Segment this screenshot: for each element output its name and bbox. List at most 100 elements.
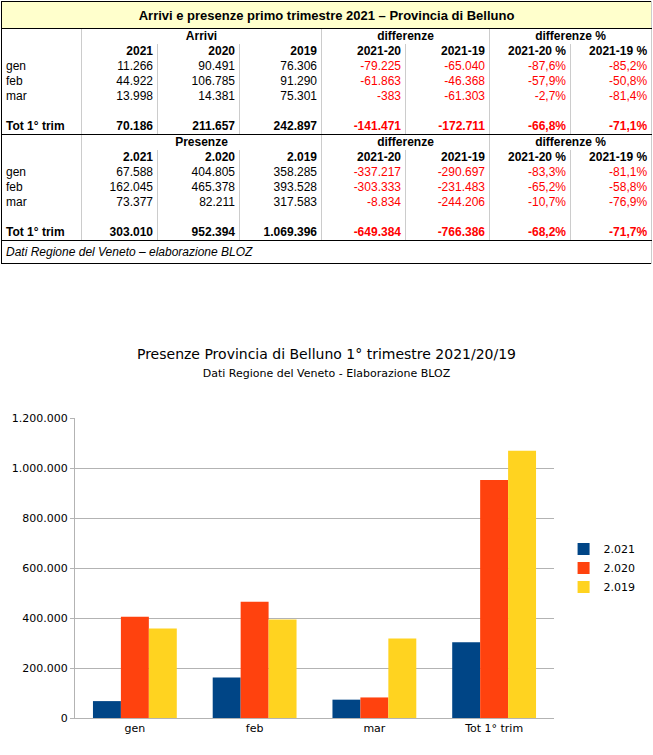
svg-text:800.000: 800.000 xyxy=(22,512,68,525)
html-text:2021-19: 2021-19 xyxy=(441,150,485,164)
html-text:2021-20: 2021-20 xyxy=(357,44,401,58)
html-text:gen: gen xyxy=(6,59,26,73)
html-text:2021-19 %: 2021-19 % xyxy=(589,150,648,164)
html-text:differenze: differenze xyxy=(377,29,434,43)
html-text:2.021: 2.021 xyxy=(123,150,153,164)
html-text:-85,2%: -85,2% xyxy=(609,59,648,73)
html-text:952.394: 952.394 xyxy=(191,225,235,239)
html-text:44.922: 44.922 xyxy=(116,74,153,88)
svg-text:gen: gen xyxy=(125,722,146,735)
svg-text:0: 0 xyxy=(61,712,68,725)
html-text:2021-19 %: 2021-19 % xyxy=(589,44,648,58)
html-text:-65,2%: -65,2% xyxy=(528,180,566,194)
html-text:2021: 2021 xyxy=(126,44,153,58)
html-text:-383: -383 xyxy=(377,89,401,103)
html-text:-10,7%: -10,7% xyxy=(528,195,566,209)
html-text:106.785: 106.785 xyxy=(191,74,235,88)
svg-text:1.000.000: 1.000.000 xyxy=(12,462,68,475)
html-text:-68,2%: -68,2% xyxy=(528,225,566,239)
html-text:-87,6%: -87,6% xyxy=(528,59,566,73)
svg-text:2.019: 2.019 xyxy=(604,581,636,594)
html-text:Dati Regione del Veneto – elab: Dati Regione del Veneto – elaborazione B… xyxy=(6,244,253,259)
html-text:-66,8%: -66,8% xyxy=(528,119,566,133)
html-text:76.306: 76.306 xyxy=(280,59,317,73)
html-text:-50,8%: -50,8% xyxy=(609,74,648,88)
svg-text:600.000: 600.000 xyxy=(22,562,68,575)
html-text:-172.711: -172.711 xyxy=(438,119,485,133)
html-text:162.045: 162.045 xyxy=(109,180,153,194)
html-text:-83,3%: -83,3% xyxy=(528,165,566,179)
html-text:70.186: 70.186 xyxy=(116,119,153,133)
svg-text:1.200.000: 1.200.000 xyxy=(12,412,68,425)
html-text:Tot 1° trim: Tot 1° trim xyxy=(6,225,65,239)
html-text:differenze %: differenze % xyxy=(535,135,606,149)
html-text:-57,9%: -57,9% xyxy=(528,74,566,88)
html-text:differenze: differenze xyxy=(377,135,434,149)
html-text:404.805: 404.805 xyxy=(191,165,235,179)
html-text:-141.471: -141.471 xyxy=(353,119,401,133)
html-text:Arrivi: Arrivi xyxy=(185,29,218,43)
html-text:211.657: 211.657 xyxy=(192,119,235,133)
html-text:-231.483: -231.483 xyxy=(437,180,485,194)
html-text:2.019: 2.019 xyxy=(287,150,317,164)
svg-text:2.020: 2.020 xyxy=(604,562,636,575)
html-text:73.377: 73.377 xyxy=(116,195,153,209)
html-text:75.301: 75.301 xyxy=(280,89,317,103)
svg-text:400.000: 400.000 xyxy=(22,612,68,625)
html-text:67.588: 67.588 xyxy=(116,165,153,179)
html-text:303.010: 303.010 xyxy=(109,225,153,239)
html-text:-290.697: -290.697 xyxy=(437,165,485,179)
html-text:mar: mar xyxy=(6,89,27,103)
html-text:differenze %: differenze % xyxy=(535,29,606,43)
html-text:-81,1%: -81,1% xyxy=(609,165,648,179)
html-text:-303.333: -303.333 xyxy=(353,180,401,194)
svg-text:Presenze Provincia di Belluno: Presenze Provincia di Belluno 1° trimest… xyxy=(137,346,516,380)
html-text:-61.863: -61.863 xyxy=(360,74,401,88)
html-text:feb: feb xyxy=(6,74,23,88)
svg-text:mar: mar xyxy=(363,722,385,735)
html-text:-46.368: -46.368 xyxy=(444,74,485,88)
html-text:358.285: 358.285 xyxy=(273,165,317,179)
html-text:feb: feb xyxy=(6,180,23,194)
html-text:1.069.396: 1.069.396 xyxy=(263,225,317,239)
html-text:2019: 2019 xyxy=(290,44,317,58)
html-text:gen: gen xyxy=(6,165,26,179)
html-text:14.381: 14.381 xyxy=(198,89,235,103)
html-text:2021-20 %: 2021-20 % xyxy=(508,150,566,164)
html-text:2020: 2020 xyxy=(208,44,235,58)
html-text:82.211: 82.211 xyxy=(199,195,235,209)
html-text:393.528: 393.528 xyxy=(273,180,317,194)
html-text:-71,1%: -71,1% xyxy=(609,119,648,133)
html-text:-649.384: -649.384 xyxy=(353,225,401,239)
html-text:Presenze: Presenze xyxy=(175,135,228,149)
svg-text:2.021: 2.021 xyxy=(604,543,636,556)
html-text:242.897: 242.897 xyxy=(273,119,317,133)
html-text:-76,9%: -76,9% xyxy=(609,195,648,209)
html-text:-337.217: -337.217 xyxy=(353,165,401,179)
html-text:2.020: 2.020 xyxy=(205,150,235,164)
html-text:465.378: 465.378 xyxy=(191,180,235,194)
html-text:Arrivi e presenze primo trimes: Arrivi e presenze primo trimestre 2021 –… xyxy=(138,7,515,23)
html-text:90.491: 90.491 xyxy=(198,59,235,73)
svg-text:Tot 1° trim: Tot 1° trim xyxy=(464,722,523,735)
html-text:-244.206: -244.206 xyxy=(437,195,485,209)
html-text:-65.040: -65.040 xyxy=(444,59,485,73)
svg-text:feb: feb xyxy=(246,722,264,735)
html-text:2021-20 %: 2021-20 % xyxy=(508,44,566,58)
html-text:-8.834: -8.834 xyxy=(367,195,401,209)
svg-text:200.000: 200.000 xyxy=(22,662,68,675)
html-text:2021-20: 2021-20 xyxy=(357,150,401,164)
html-text:-79.225: -79.225 xyxy=(360,59,401,73)
html-text:-58,8%: -58,8% xyxy=(609,180,648,194)
html-text:Tot 1° trim: Tot 1° trim xyxy=(6,119,65,133)
html-text:-2,7%: -2,7% xyxy=(534,89,566,103)
html-text:317.583: 317.583 xyxy=(273,195,317,209)
html-text:mar: mar xyxy=(6,195,27,209)
html-text:-81,4%: -81,4% xyxy=(609,89,648,103)
html-text:91.290: 91.290 xyxy=(280,74,317,88)
html-text:-61.303: -61.303 xyxy=(444,89,485,103)
html-text:-766.386: -766.386 xyxy=(437,225,485,239)
html-text:2021-19: 2021-19 xyxy=(441,44,485,58)
html-text:13.998: 13.998 xyxy=(116,89,153,103)
html-text:11.266: 11.266 xyxy=(117,59,153,73)
